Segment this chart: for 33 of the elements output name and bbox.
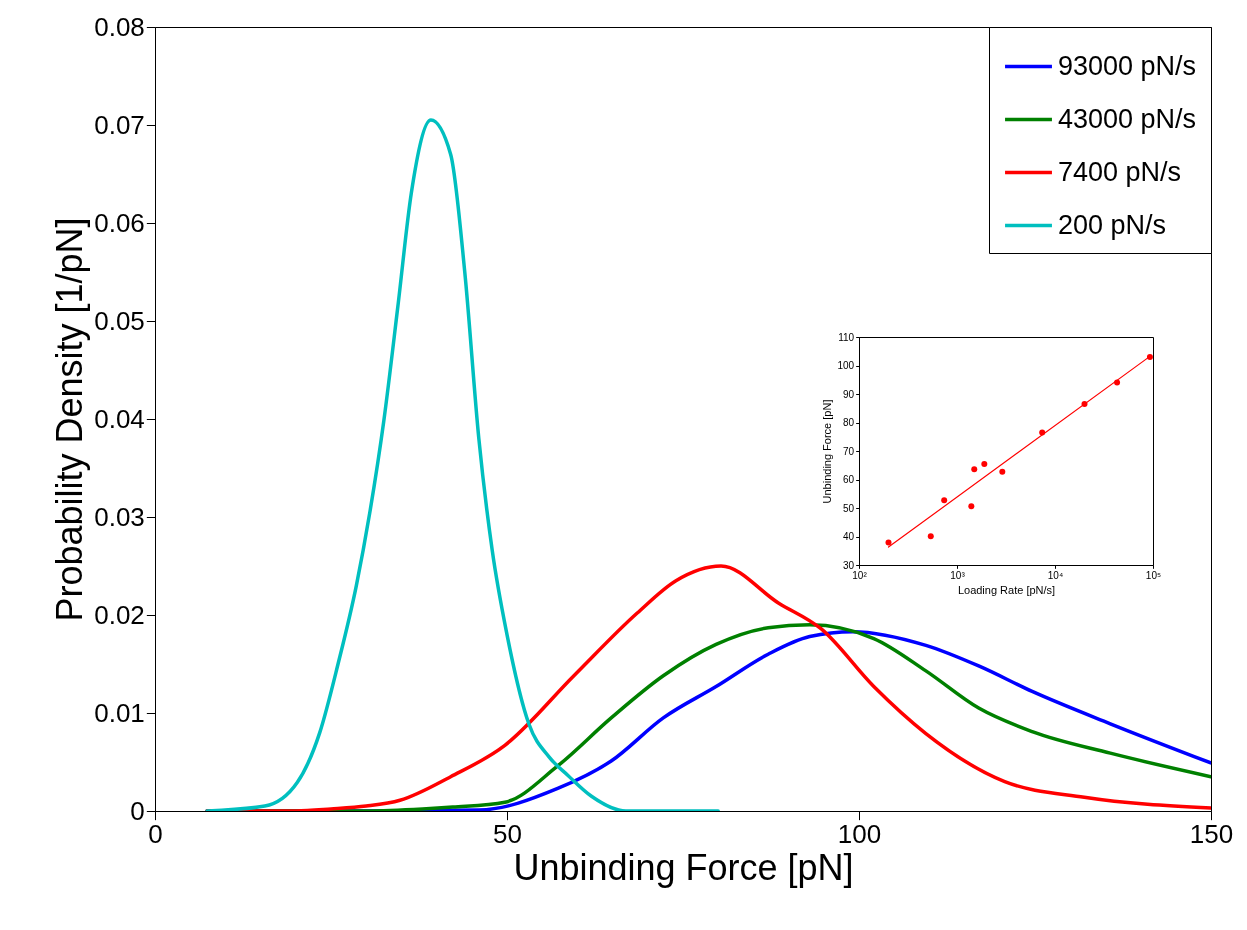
legend-label: 200 pN/s (1058, 209, 1167, 240)
y-tick-label: 0.06 (94, 207, 145, 238)
y-tick-label: 0 (130, 795, 145, 826)
y-tick-label: 50 (843, 502, 855, 514)
y-tick-label: 30 (843, 559, 855, 571)
y-tick-label: 80 (843, 417, 855, 428)
y-tick-label: 0.08 (94, 11, 145, 42)
x-axis-title: Loading Rate [pN/s] (957, 583, 1056, 596)
y-tick-label: 110 (838, 331, 855, 343)
x-tick-label: 10⁴ (1047, 569, 1064, 581)
y-tick-label: 40 (843, 531, 855, 542)
y-axis-title: Probability Density [1/pN] (49, 217, 91, 622)
legend-label: 7400 pN/s (1058, 156, 1182, 187)
y-tick-label: 0.07 (94, 109, 145, 140)
y-tick-label: 0.05 (94, 305, 145, 336)
y-tick-label: 70 (843, 445, 855, 457)
x-tick-label: 50 (493, 819, 522, 850)
x-tick-label: 10⁵ (1145, 569, 1162, 581)
x-tick-label: 10² (852, 569, 868, 581)
y-tick-label: 60 (843, 474, 855, 485)
legend-label: 93000 pN/s (1058, 50, 1197, 81)
legend-label: 43000 pN/s (1058, 103, 1197, 134)
y-tick-label: 0.04 (94, 403, 145, 434)
y-tick-label: 0.02 (94, 599, 145, 630)
line-series (205, 118, 720, 811)
y-tick-label: 0.01 (94, 697, 145, 728)
y-axis-title: Unbinding Force [pN] (821, 399, 834, 504)
x-tick-label: 150 (1189, 819, 1234, 850)
y-tick-label: 100 (837, 360, 855, 371)
y-tick-label: 90 (843, 388, 855, 400)
x-tick-label: 10³ (950, 569, 966, 581)
x-axis-title: Unbinding Force [pN] (513, 847, 854, 889)
y-tick-label: 0.03 (94, 501, 145, 532)
